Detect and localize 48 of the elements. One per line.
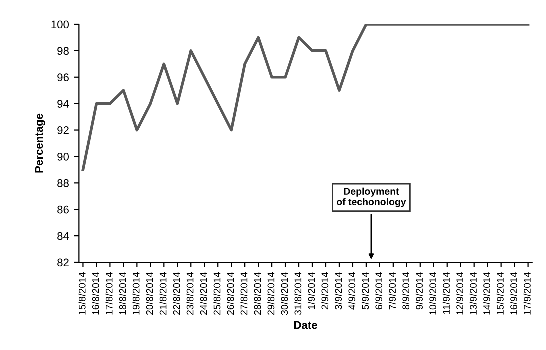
y-tick-label: 88	[58, 179, 69, 188]
y-tick-label: 98	[58, 47, 69, 56]
x-tick-label: 16/9/2014	[510, 272, 518, 315]
x-tick-label: 12/9/2014	[456, 272, 464, 315]
y-tick-label: 92	[58, 126, 69, 134]
x-tick-label: 1/9/2014	[308, 272, 316, 310]
y-axis-title: Percentage	[35, 114, 46, 173]
x-tick-label: 17/8/2014	[106, 272, 113, 315]
y-tick-label: 84	[58, 232, 70, 240]
y-tick-label: 100	[52, 20, 70, 29]
x-tick-label: 13/9/2014	[470, 272, 477, 315]
x-tick-label: 26/8/2014	[227, 272, 234, 315]
x-tick-label: 28/8/2014	[254, 272, 262, 315]
x-tick-label: 21/8/2014	[160, 272, 167, 315]
x-tick-label: 30/8/2014	[280, 272, 288, 316]
x-tick-label: 17/9/2014	[524, 272, 531, 315]
x-tick-label: 4/9/2014	[348, 272, 356, 310]
x-tick-label: 19/8/2014	[132, 272, 140, 315]
x-tick-label: 22/8/2014	[173, 272, 180, 315]
x-tick-label: 11/9/2014	[442, 272, 450, 314]
x-tick-label: 3/9/2014	[334, 272, 342, 310]
x-tick-label: 16/8/2014	[92, 272, 100, 315]
x-tick-label: 9/9/2014	[416, 272, 424, 310]
x-axis-title: Date	[294, 321, 318, 330]
x-tick-label: 27/8/2014	[240, 272, 248, 315]
x-tick-label: 23/8/2014	[186, 272, 194, 315]
x-tick-label: 25/8/2014	[214, 272, 221, 315]
x-tick-label: 20/8/2014	[146, 272, 154, 315]
x-tick-label: 29/8/2014	[268, 272, 275, 315]
x-tick-label: 15/8/2014	[78, 272, 86, 315]
x-tick-label: 10/9/2014	[429, 272, 436, 315]
x-tick-label: 18/8/2014	[119, 272, 126, 315]
x-tick-label: 7/9/2014	[388, 272, 396, 310]
x-tick-label: 6/9/2014	[375, 272, 383, 310]
x-tick-label: 5/9/2014	[362, 272, 370, 310]
x-tick-label: 15/9/2014	[496, 272, 504, 315]
line-series	[82, 24, 530, 172]
annotation: Deployment of techonology	[337, 188, 406, 208]
y-tick-label: 94	[58, 100, 70, 108]
y-tick-label: 82	[58, 258, 69, 267]
y-tick-label: 96	[58, 74, 69, 82]
x-tick-label: 24/8/2014	[200, 272, 208, 315]
y-tick-label: 86	[58, 206, 69, 214]
x-tick-label: 8/9/2014	[402, 272, 410, 310]
x-tick-label: 31/8/2014	[294, 272, 302, 316]
x-tick-label: 14/9/2014	[483, 272, 490, 315]
y-tick-label: 90	[58, 152, 70, 161]
x-tick-label: 2/9/2014	[321, 272, 329, 310]
